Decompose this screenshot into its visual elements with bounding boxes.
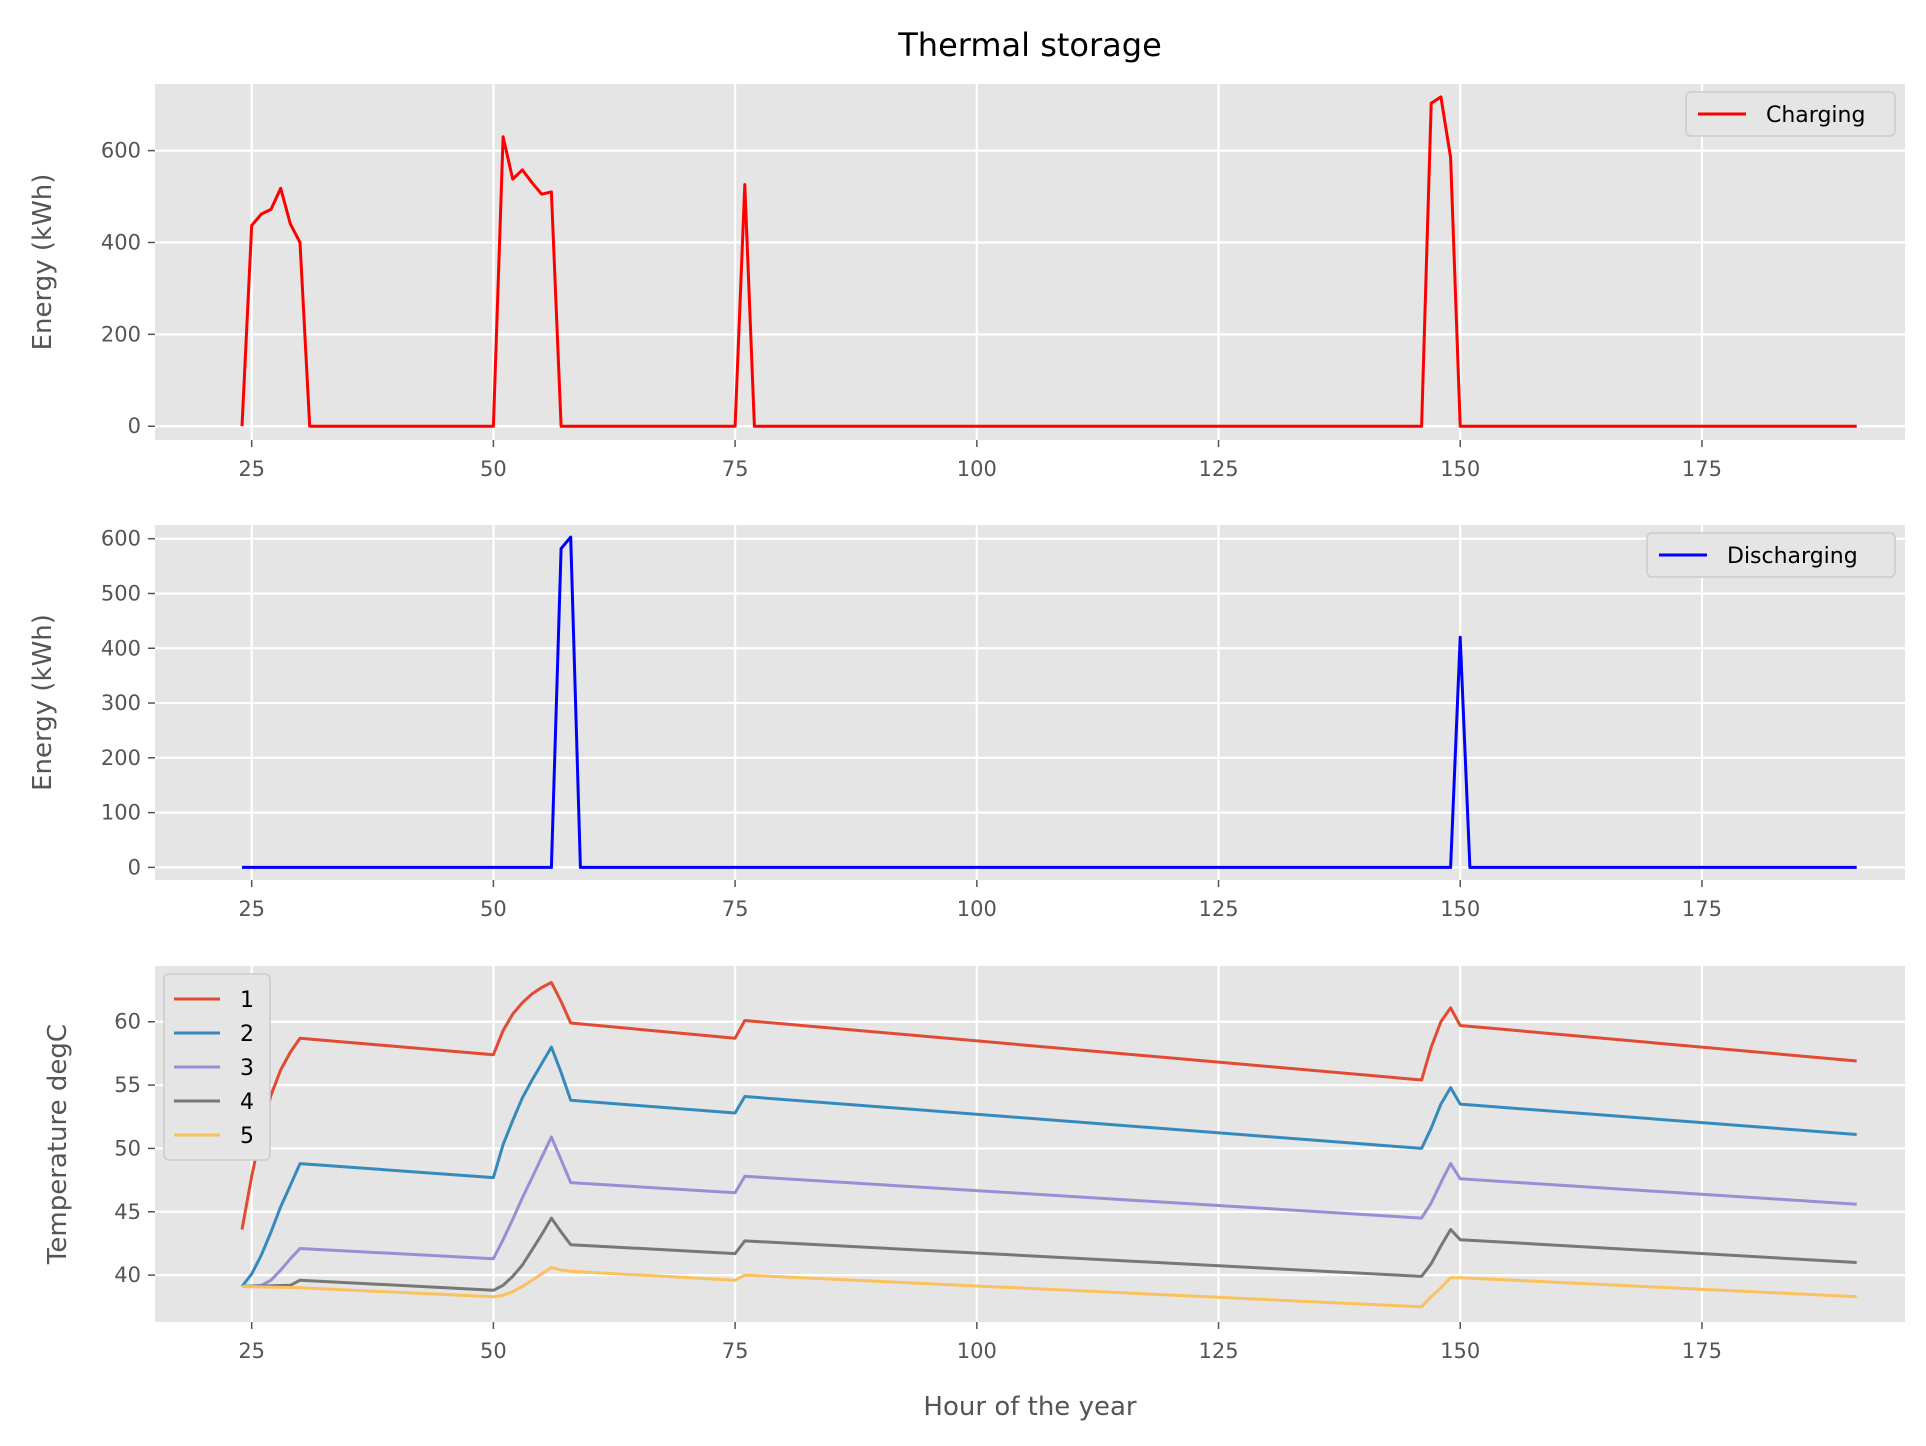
y-tick-label: 60 — [114, 1010, 141, 1034]
plot-background — [155, 84, 1905, 440]
y-tick-label: 300 — [101, 691, 141, 715]
x-tick-label: 125 — [1198, 1339, 1238, 1363]
plot-background — [155, 966, 1905, 1322]
x-tick-label: 175 — [1682, 1339, 1722, 1363]
y-axis-label: Energy (kWh) — [28, 614, 58, 791]
x-tick-label: 125 — [1198, 457, 1238, 481]
series-line-discharging — [242, 535, 1857, 869]
x-tick-label: 100 — [957, 897, 997, 921]
y-tick-label: 200 — [101, 746, 141, 770]
x-tick-label: 25 — [238, 1339, 265, 1363]
y-tick-label: 50 — [114, 1136, 141, 1160]
y-tick-label: 600 — [101, 527, 141, 551]
y-tick-label: 45 — [114, 1200, 141, 1224]
x-tick-label: 50 — [480, 1339, 507, 1363]
x-tick-label: 175 — [1682, 457, 1722, 481]
legend: 1 2 3 4 5 — [163, 973, 271, 1161]
x-tick-label: 75 — [722, 897, 749, 921]
series-line-4 — [241, 1216, 1857, 1292]
x-tick-label: 150 — [1440, 457, 1480, 481]
y-axis-label: Energy (kWh) — [28, 174, 58, 351]
x-tick-label: 75 — [722, 457, 749, 481]
x-tick-label: 100 — [957, 1339, 997, 1363]
x-tick-label: 50 — [480, 897, 507, 921]
y-tick-label: 55 — [114, 1073, 141, 1097]
y-tick-label: 400 — [101, 636, 141, 660]
legend-label: Charging — [1766, 103, 1865, 128]
x-tick-label: 150 — [1440, 1339, 1480, 1363]
x-tick-label: 25 — [238, 897, 265, 921]
x-tick-label: 25 — [238, 457, 265, 481]
x-tick-label: 175 — [1682, 897, 1722, 921]
y-tick-label: 0 — [128, 414, 141, 438]
legend: Charging — [1685, 91, 1896, 137]
panel-1: 25 50 75 100 125 150 175 0 200 400 600 Energy (kWh)… — [28, 84, 1905, 481]
x-tick-label: 125 — [1198, 897, 1238, 921]
x-tick-label: 50 — [480, 457, 507, 481]
series-line-5 — [241, 1266, 1857, 1309]
x-tick-label: 100 — [957, 457, 997, 481]
chart-title: Thermal storage — [897, 26, 1162, 64]
y-tick-label: 100 — [101, 801, 141, 825]
legend-label: 2 — [240, 1022, 254, 1047]
panel-3: 25 50 75 100 125 150 1754045505560Temperature … — [43, 966, 1905, 1363]
legend: Discharging — [1646, 532, 1896, 578]
y-tick-label: 200 — [101, 322, 141, 346]
legend-box — [1646, 532, 1896, 578]
y-tick-label: 600 — [101, 139, 141, 163]
panel-2: 25 50 75 100 125 150 175 0 100 200 300 400 500 600 Ene… — [28, 525, 1905, 921]
legend-label: 1 — [240, 988, 254, 1013]
legend-label: 4 — [240, 1090, 254, 1115]
legend-label: 3 — [240, 1056, 254, 1081]
legend-label: Discharging — [1727, 544, 1858, 569]
y-axis-label: Temperature degC — [43, 1024, 73, 1265]
y-tick-label: 0 — [128, 855, 141, 879]
series-line-charging — [240, 95, 1857, 428]
legend-label: 5 — [240, 1124, 254, 1149]
legend-box — [1685, 91, 1896, 137]
y-tick-label: 40 — [114, 1263, 141, 1287]
x-axis-label: Hour of the year — [923, 1392, 1136, 1422]
series-line-1 — [240, 981, 1857, 1230]
x-tick-label: 75 — [722, 1339, 749, 1363]
x-tick-label: 150 — [1440, 897, 1480, 921]
series-line-2 — [240, 1045, 1857, 1288]
y-tick-label: 500 — [101, 581, 141, 605]
series-line-3 — [241, 1135, 1857, 1288]
y-tick-label: 400 — [101, 230, 141, 254]
